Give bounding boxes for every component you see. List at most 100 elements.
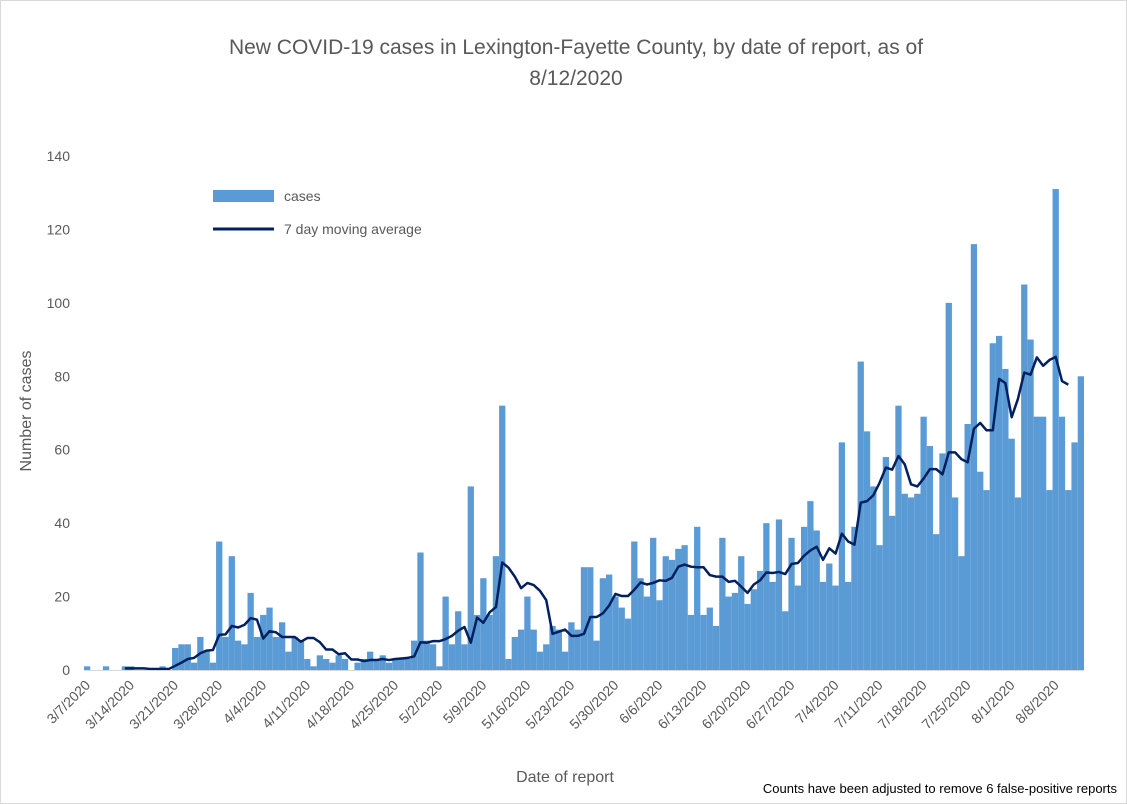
bar-cases	[813, 530, 820, 670]
legend-label-cases: cases	[284, 188, 321, 204]
bar-cases	[951, 497, 959, 670]
bar-cases	[467, 486, 474, 670]
bar-cases	[511, 636, 518, 670]
bar-cases	[1065, 490, 1072, 670]
bar-cases	[260, 614, 267, 670]
bar-cases	[782, 611, 789, 670]
bar-cases	[492, 556, 500, 670]
bar-cases	[234, 640, 242, 670]
y-tick-label: 60	[54, 442, 70, 458]
bar-cases	[606, 574, 613, 670]
chart-title-line-2: 8/12/2020	[529, 67, 622, 90]
bar-cases	[983, 490, 990, 670]
bar-cases	[775, 519, 783, 670]
bar-cases	[341, 658, 349, 670]
bar-cases	[870, 486, 877, 670]
bar-cases	[712, 625, 720, 670]
chart-annotation: Counts have been adjusted to remove 6 fa…	[763, 781, 1118, 796]
legend-label-moving-average: 7 day moving average	[284, 221, 422, 237]
bar-cases	[561, 651, 569, 670]
legend: cases 7 day moving average	[213, 188, 422, 237]
y-axis-ticks: 0 20 40 60 80 100 120 140	[47, 148, 71, 678]
bar-cases	[543, 644, 550, 670]
bar-cases	[461, 644, 468, 670]
bar-cases	[442, 596, 449, 670]
bar-cases	[1002, 368, 1009, 670]
bar-cases	[939, 453, 946, 670]
bar-cases	[392, 658, 399, 670]
bar-cases	[310, 666, 317, 670]
bar-cases	[889, 515, 896, 670]
bar-cases	[455, 611, 462, 670]
x-tick-label: 7/25/2020	[918, 677, 974, 733]
bar-cases	[1052, 189, 1059, 671]
bar-cases	[1046, 490, 1053, 670]
bar-cases	[436, 666, 443, 670]
bar-cases	[989, 343, 996, 670]
bar-cases	[580, 567, 588, 670]
bar-cases	[650, 537, 657, 670]
bar-cases	[241, 644, 248, 670]
line-series-moving-average	[124, 355, 1069, 671]
bar-cases	[612, 596, 619, 670]
bar-cases	[316, 655, 323, 670]
y-tick-label: 140	[47, 148, 71, 164]
bar-cases	[473, 614, 481, 670]
bar-cases	[675, 548, 682, 670]
bar-cases	[304, 658, 311, 670]
bar-cases	[417, 552, 424, 670]
bar-cases	[662, 556, 669, 670]
bar-cases	[800, 526, 808, 670]
bar-cases	[794, 585, 801, 670]
bar-cases	[272, 636, 279, 670]
y-tick-label: 80	[54, 368, 70, 384]
bar-cases	[423, 640, 430, 670]
x-tick-label: 4/25/2020	[346, 677, 402, 733]
bar-cases	[643, 596, 651, 670]
bar-cases	[719, 537, 726, 670]
bar-cases	[530, 629, 537, 670]
bar-cases	[291, 636, 298, 670]
bar-cases	[958, 556, 965, 670]
bar-cases	[335, 655, 342, 670]
bar-cases	[838, 442, 846, 670]
bar-cases	[480, 578, 487, 670]
bar-cases	[788, 537, 795, 670]
x-axis-ticks: 3/7/20203/14/20203/21/20203/28/20204/4/2…	[43, 677, 1062, 733]
bar-cases	[656, 600, 663, 670]
bar-cases	[266, 607, 273, 670]
bar-cases	[926, 446, 934, 670]
bar-cases	[216, 541, 223, 670]
moving-average-line	[124, 355, 1069, 671]
bar-cases	[1077, 376, 1084, 670]
bar-cases	[1033, 416, 1040, 670]
chart-title-line-1: New COVID-19 cases in Lexington-Fayette …	[229, 36, 923, 59]
bar-cases	[1014, 497, 1022, 670]
bar-cases	[964, 424, 971, 670]
bar-cases	[769, 581, 776, 670]
bar-cases	[404, 658, 412, 670]
bar-cases	[322, 658, 330, 670]
bar-cases	[599, 578, 607, 670]
bar-cases	[499, 405, 506, 670]
bar-cases	[1039, 416, 1047, 670]
bar-cases	[933, 534, 940, 670]
bar-cases	[700, 614, 707, 670]
bar-cases	[593, 640, 600, 670]
bar-cases	[624, 618, 632, 670]
bar-cases	[190, 662, 198, 670]
bar-cases	[285, 651, 292, 670]
bar-cases	[725, 596, 732, 670]
bar-cases	[247, 592, 254, 670]
bar-cases	[1021, 284, 1028, 670]
bar-cases	[398, 658, 405, 670]
bar-cases	[329, 662, 336, 670]
bar-cases	[373, 658, 380, 670]
bar-cases	[977, 471, 984, 670]
bar-cases	[354, 662, 361, 670]
bar-cases	[1058, 416, 1066, 670]
bar-cases	[549, 625, 556, 670]
bar-cases	[1027, 339, 1034, 670]
bar-cases	[807, 501, 814, 670]
